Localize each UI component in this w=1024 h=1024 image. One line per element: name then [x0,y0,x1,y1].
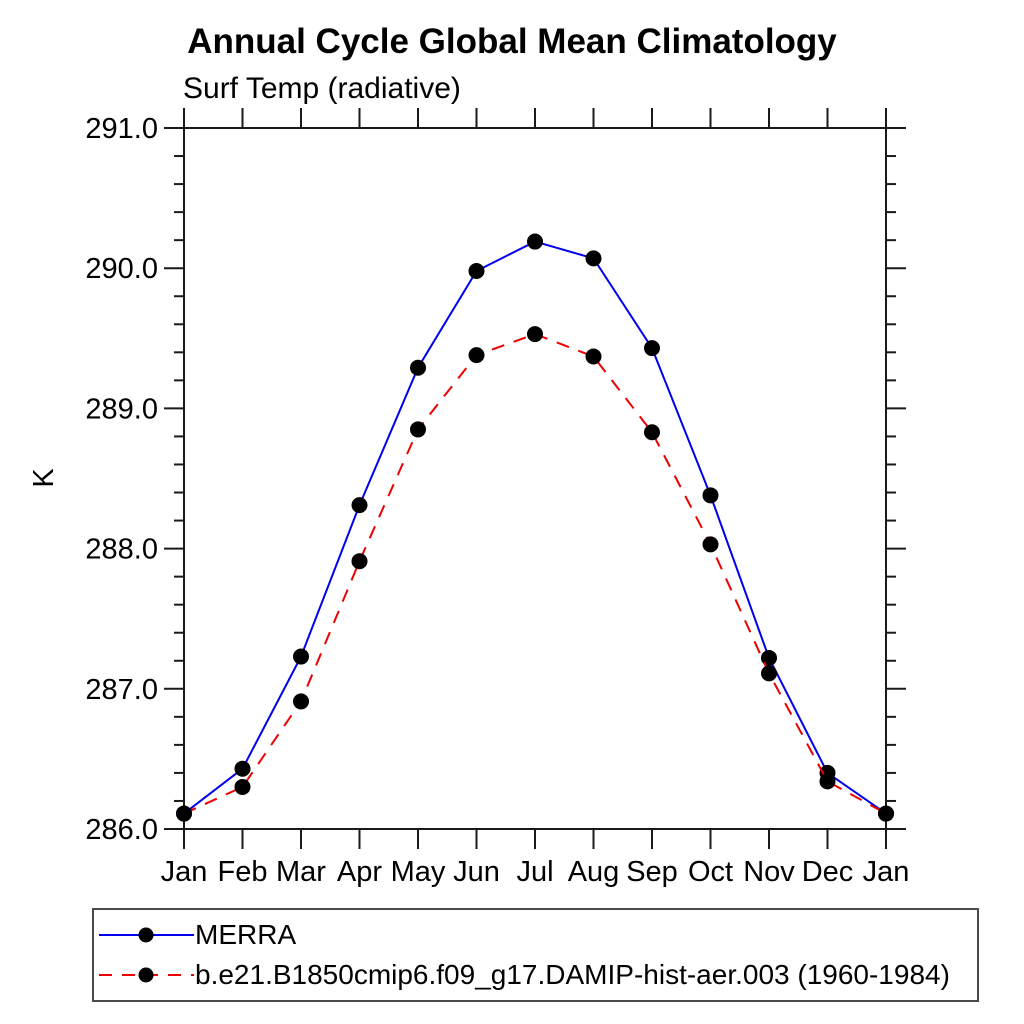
legend-label-model: b.e21.B1850cmip6.f09_g17.DAMIP-hist-aer.… [195,959,950,990]
y-tick-label: 288.0 [85,534,158,566]
data-point-marker [644,340,660,357]
legend-entry-merra: MERRA [94,918,977,952]
series-merra [176,233,894,822]
data-point-marker [351,553,368,570]
x-tick-label: Feb [218,856,268,888]
x-tick-label: Mar [276,856,326,888]
x-tick-label: Nov [743,856,795,888]
series-model [176,326,894,822]
data-point-marker [293,648,309,665]
data-point-marker [234,760,251,777]
data-point-marker [468,263,485,280]
y-tick-label: 291.0 [85,113,158,145]
data-point-marker [819,773,836,790]
data-point-marker [410,421,426,438]
x-tick-label: Dec [802,856,854,888]
chart-subtitle: Surf Temp (radiative) [183,72,461,105]
data-point-marker [234,778,251,795]
axes [164,108,906,849]
x-tick-label: Jun [453,856,500,888]
data-point-marker [585,348,602,365]
x-tick-label: May [391,856,446,888]
data-point-marker [644,424,660,441]
y-tick-label: 287.0 [85,674,158,706]
y-tick-label: 289.0 [85,393,158,425]
data-point-marker [176,805,192,822]
data-point-marker [527,326,543,343]
y-tick-labels: 286.0 287.0 288.0 289.0 290.0 291.0 [85,113,158,846]
data-point-marker [761,649,777,666]
x-tick-label: Apr [337,856,382,888]
legend-label-merra: MERRA [195,919,297,950]
data-point-marker [761,665,777,682]
data-point-marker [585,250,602,267]
legend: MERRA b.e21.B1850cmip6.f09_g17.DAMIP-his… [92,908,979,1002]
x-tick-label: Jan [863,856,910,888]
data-point-marker [351,497,368,514]
x-tick-label: Jan [161,856,208,888]
data-point-marker [293,693,309,710]
legend-entry-model: b.e21.B1850cmip6.f09_g17.DAMIP-hist-aer.… [94,958,977,992]
y-tick-label: 286.0 [85,814,158,846]
data-point-marker [702,536,719,553]
data-point-marker [410,359,426,376]
data-point-marker [702,487,719,504]
chart-title: Annual Cycle Global Mean Climatology [187,22,837,61]
data-point-marker [468,347,485,364]
x-tick-labels: Jan Feb Mar Apr May Jun Jul Aug Sep Oct Nov Dec Jan [161,856,910,888]
series-line [183,333,887,815]
y-tick-label: 290.0 [85,253,158,285]
data-point-marker [878,805,894,822]
x-tick-label: Sep [626,856,678,888]
x-tick-label: Oct [688,856,733,888]
y-axis-label: K [28,468,60,488]
x-tick-label: Aug [568,856,620,888]
legend-line-sample-model [99,967,194,983]
legend-line-sample-merra [99,927,194,943]
x-tick-label: Jul [516,856,553,888]
data-point-marker [527,233,543,250]
